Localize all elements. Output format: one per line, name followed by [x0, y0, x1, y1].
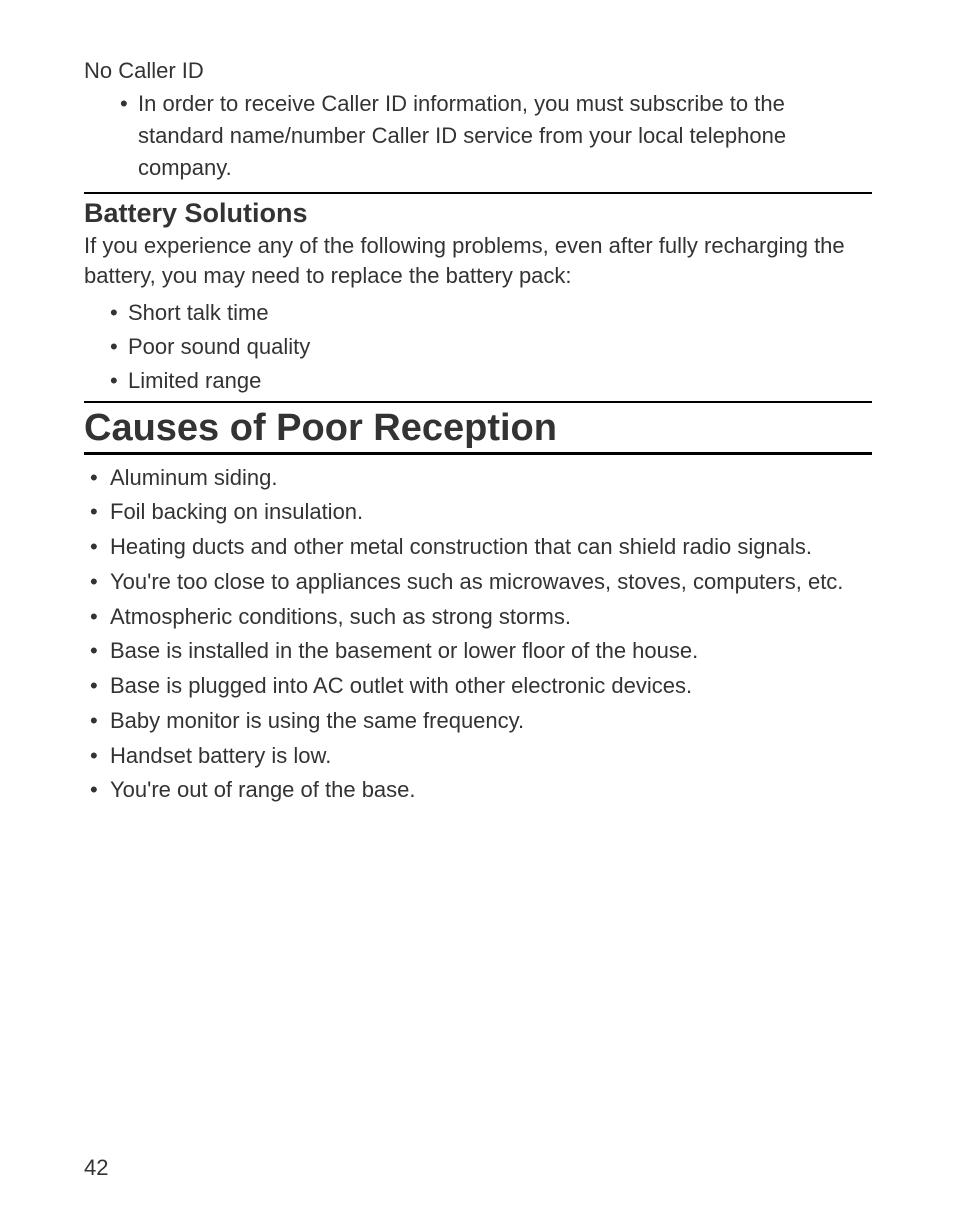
- battery-solutions-list: Short talk time Poor sound quality Limit…: [84, 296, 872, 398]
- no-caller-id-title: No Caller ID: [84, 58, 872, 84]
- poor-reception-list: Aluminum siding. Foil backing on insulat…: [84, 461, 872, 809]
- no-caller-id-list: In order to receive Caller ID informatio…: [84, 88, 872, 184]
- list-item: Atmospheric conditions, such as strong s…: [88, 600, 872, 635]
- heading-underline: [84, 452, 872, 455]
- poor-reception-heading: Causes of Poor Reception: [84, 407, 872, 450]
- list-item: Base is plugged into AC outlet with othe…: [88, 669, 872, 704]
- battery-solutions-heading: Battery Solutions: [84, 198, 872, 229]
- list-item: Short talk time: [114, 296, 872, 330]
- list-item: In order to receive Caller ID informatio…: [124, 88, 872, 184]
- list-item: Heating ducts and other metal constructi…: [88, 530, 872, 565]
- list-item: Limited range: [114, 364, 872, 398]
- list-item: Foil backing on insulation.: [88, 495, 872, 530]
- list-item: You're too close to appliances such as m…: [88, 565, 872, 600]
- battery-solutions-intro: If you experience any of the following p…: [84, 231, 872, 293]
- list-item: You're out of range of the base.: [88, 773, 872, 808]
- list-item: Aluminum siding.: [88, 461, 872, 496]
- page-number: 42: [84, 1155, 108, 1181]
- list-item: Poor sound quality: [114, 330, 872, 364]
- list-item: Base is installed in the basement or low…: [88, 634, 872, 669]
- divider: [84, 192, 872, 194]
- divider: [84, 401, 872, 403]
- list-item: Baby monitor is using the same frequency…: [88, 704, 872, 739]
- list-item: Handset battery is low.: [88, 739, 872, 774]
